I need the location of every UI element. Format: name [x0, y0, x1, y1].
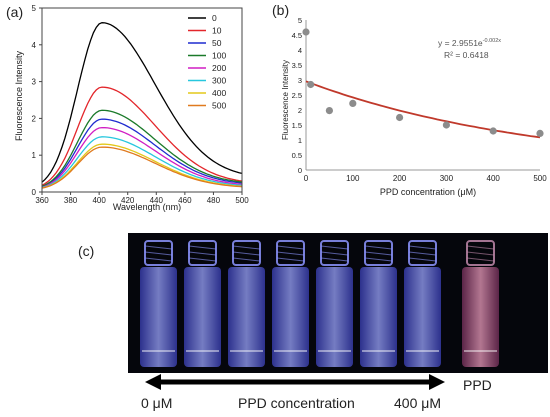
- vial: [404, 240, 441, 367]
- x-tick-label: 500: [235, 196, 249, 205]
- spectrum-line-100: [41, 109, 243, 187]
- start-concentration-label: 0 μM: [141, 395, 173, 411]
- legend-label-300: 300: [212, 76, 226, 86]
- x-tick-label: 460: [178, 196, 192, 205]
- legend-label-10: 10: [212, 26, 222, 36]
- y-tick-label: 3: [298, 76, 302, 85]
- x-tick-label: 380: [64, 196, 78, 205]
- spectra-y-axis-label: Fluorescence Intensity: [14, 50, 24, 141]
- concentration-x-axis-label: PPD concentration (μM): [380, 187, 476, 197]
- x-tick-label: 0: [304, 174, 309, 183]
- data-point: [325, 107, 333, 115]
- data-point: [349, 99, 357, 107]
- fit-r-squared: R² = 0.6418: [444, 50, 489, 60]
- x-tick-label: 500: [533, 174, 547, 183]
- vial: [184, 240, 221, 367]
- vial: [140, 240, 177, 367]
- x-tick-label: 440: [150, 196, 164, 205]
- spectra-plot-frame: [41, 7, 243, 193]
- fit-equation-exponent: -0.002x: [483, 38, 502, 44]
- y-tick-label: 2: [32, 114, 37, 123]
- y-tick-label: 2: [298, 106, 302, 115]
- legend-label-100: 100: [212, 51, 226, 61]
- ppd-vial-label: PPD: [463, 377, 492, 393]
- spectrum-line-200: [41, 126, 243, 188]
- spectrum-line-500: [41, 146, 243, 189]
- legend-label-0: 0: [212, 13, 217, 23]
- spectra-chart: 360 380 400 420 440 460 480 500 0 1 2 3 4 5 0 10 50 100 2…: [14, 4, 249, 212]
- y-tick-label: 0: [298, 166, 302, 175]
- panel-c-label: (c): [78, 243, 95, 259]
- y-tick-label: 5: [32, 4, 37, 13]
- panel-a-label: (a): [6, 4, 24, 20]
- x-tick-label: 420: [121, 196, 135, 205]
- legend-label-50: 50: [212, 38, 222, 48]
- y-tick-label: 0: [32, 188, 37, 197]
- y-tick-label: 0.5: [292, 151, 302, 160]
- y-tick-label: 1: [32, 151, 37, 160]
- vials-photo: [128, 233, 548, 373]
- spectrum-line-50: [41, 118, 243, 188]
- y-tick-label: 5: [298, 16, 302, 25]
- legend-label-200: 200: [212, 63, 226, 73]
- fit-equation: y = 2.9551e-0.002x: [438, 38, 501, 48]
- x-tick-label: 300: [440, 174, 454, 183]
- data-point: [396, 113, 404, 122]
- spectrum-line-10: [41, 86, 243, 186]
- intensity-concentration-chart: 0 100 200 300 400 500 0 0.5 1 1.5 2 2.5 3 3.5 4 4.5 5 y …: [281, 16, 547, 197]
- vial: [272, 240, 309, 367]
- spectrum-line-300: [41, 136, 243, 189]
- panel-b-label: (b): [272, 2, 290, 18]
- y-tick-label: 3.5: [292, 61, 302, 70]
- end-concentration-label: 400 μM: [394, 395, 441, 411]
- y-tick-label: 1.5: [292, 121, 302, 130]
- vial: [360, 240, 397, 367]
- vial: [316, 240, 353, 367]
- spectrum-line-400: [41, 143, 243, 189]
- concentration-y-axis-label: Fluorescence Intensity: [281, 60, 290, 140]
- concentration-arrow: [145, 374, 445, 390]
- concentration-caption: PPD concentration: [238, 395, 355, 411]
- exponential-fit-line: [305, 80, 541, 139]
- spectrum-line-0: [41, 22, 243, 183]
- x-tick-label: 100: [346, 174, 360, 183]
- y-tick-label: 4: [298, 46, 302, 55]
- y-tick-label: 2.5: [292, 91, 302, 100]
- data-point: [536, 129, 544, 137]
- y-tick-label: 4: [32, 41, 37, 50]
- fit-equation-base: y = 2.9551e: [438, 38, 483, 48]
- y-tick-label: 4.5: [292, 31, 302, 40]
- data-point: [489, 127, 497, 135]
- y-tick-label: 1: [298, 136, 302, 145]
- spectra-x-axis-label: Wavelength (nm): [113, 202, 181, 212]
- vial: [228, 240, 265, 367]
- y-tick-label: 3: [32, 78, 37, 87]
- legend-label-400: 400: [212, 88, 226, 98]
- data-point: [442, 121, 450, 129]
- x-tick-label: 360: [35, 196, 49, 205]
- ppd-vial: [462, 240, 499, 367]
- data-point: [307, 80, 315, 89]
- x-tick-label: 400: [487, 174, 501, 183]
- legend-label-500: 500: [212, 101, 226, 111]
- x-tick-label: 200: [393, 174, 407, 183]
- x-tick-label: 480: [207, 196, 221, 205]
- data-point: [302, 28, 310, 36]
- x-tick-label: 400: [92, 196, 106, 205]
